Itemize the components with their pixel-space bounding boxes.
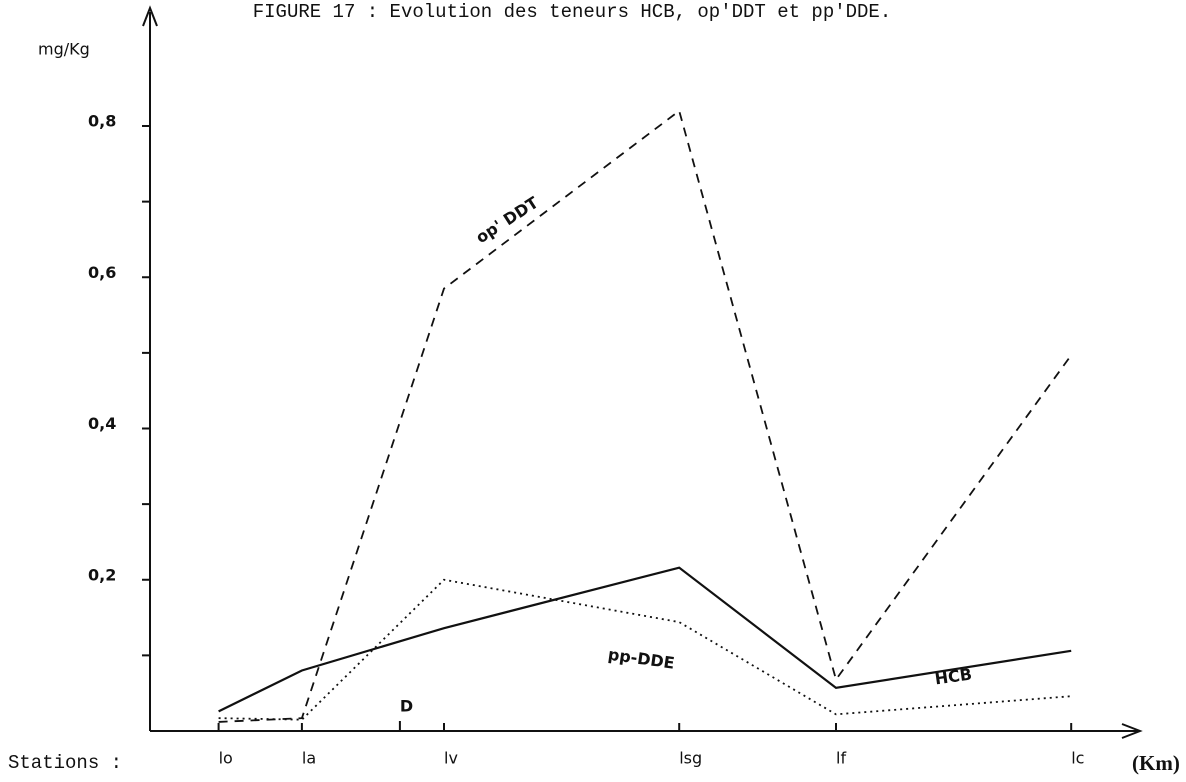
x-tick-label: lc: [1071, 749, 1084, 768]
x-tick-label: lf: [836, 749, 846, 768]
series-line: [218, 109, 1072, 723]
x-tick-label: lsg: [679, 749, 702, 768]
x-prefix: Stations :: [8, 752, 122, 774]
series-line: [218, 566, 1072, 713]
series-label: op' DDT: [472, 193, 541, 247]
y-arrow: [142, 5, 158, 27]
y-tick-label: 0,6: [88, 263, 116, 282]
y-axis-label: mg/Kg: [38, 40, 90, 59]
y-tick-label: 0,4: [88, 414, 116, 433]
x-tick-label: lv: [444, 749, 458, 768]
series-label: HCB: [934, 664, 974, 688]
x-tick-label: la: [302, 749, 316, 768]
y-tick-label: 0,2: [88, 565, 116, 584]
y-tick-label: 0,8: [88, 112, 116, 131]
annotation: D: [400, 697, 413, 716]
x-axis-label: (Km): [1132, 751, 1180, 775]
series-label: pp-DDE: [607, 645, 676, 673]
x-arrow: [1121, 723, 1143, 739]
chart-title: FIGURE 17 : Evolution des teneurs HCB, o…: [253, 1, 892, 23]
x-tick-label: lo: [219, 749, 233, 768]
series-line: [218, 578, 1072, 721]
